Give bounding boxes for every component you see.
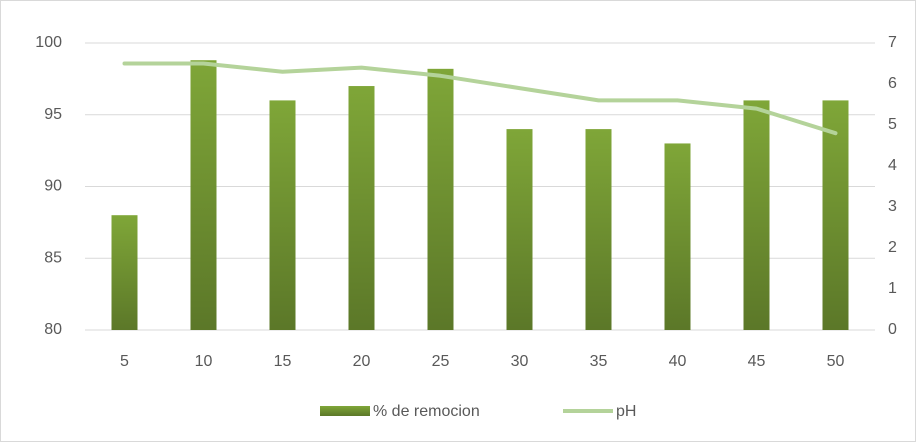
line [122,61,838,136]
bar-shade [506,129,533,330]
y2-tick-label: 4 [888,157,897,174]
bar-shade [190,60,217,330]
x-tick-label: 15 [274,353,292,370]
y2-tick-label: 0 [888,321,897,338]
bar-shade [427,68,454,330]
bar-shade [743,100,770,331]
y2-tick-label: 7 [888,34,897,51]
x-tick-label: 50 [827,353,845,370]
y-tick-label: 95 [44,106,62,123]
y2-tick-label: 6 [888,75,897,92]
bar-shade [822,100,849,331]
bar-shade [348,86,375,330]
y-tick-label: 85 [44,249,62,266]
y2-tick-label: 5 [888,116,897,133]
legend-label: % de remocion [373,403,480,420]
y2-tick-label: 2 [888,239,897,256]
x-tick-label: 45 [748,353,766,370]
x-tick-label: 25 [432,353,450,370]
x-tick-label: 30 [511,353,529,370]
y-tick-label: 100 [35,34,62,51]
bar-shade [585,129,612,330]
x-tick-label: 10 [195,353,213,370]
x-tick-label: 20 [353,353,371,370]
x-tick-label: 40 [669,353,687,370]
y-tick-label: 80 [44,321,62,338]
bar-shade [111,215,138,330]
bar-shade [269,100,296,331]
bar-shade [664,143,691,330]
y2-tick-label: 3 [888,198,897,215]
y2-tick-label: 1 [888,280,897,297]
x-tick-label: 35 [590,353,608,370]
legend-swatch-shade [320,406,370,416]
x-tick-label: 5 [120,353,129,370]
legend-label: pH [616,403,636,420]
y-tick-label: 90 [44,178,62,195]
